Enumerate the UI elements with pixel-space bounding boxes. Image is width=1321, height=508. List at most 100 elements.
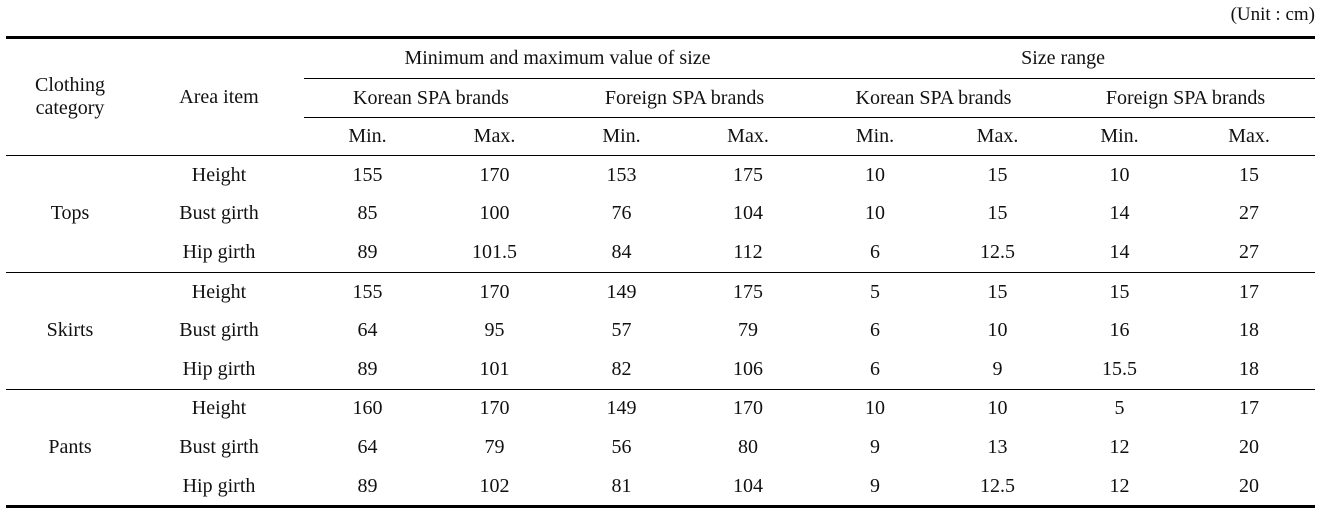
value-cell: 170 [479, 163, 510, 186]
value-cell: 89 [304, 233, 431, 273]
value-cell: 84 [558, 233, 685, 273]
value-cell: 9 [870, 435, 880, 458]
value-cell: 101 [431, 349, 558, 390]
table-row: Bust girth 64 79 56 80 9 13 12 20 [6, 428, 1315, 467]
category-cell: Tops [6, 155, 134, 273]
value-cell: 10 [987, 397, 1008, 420]
value-cell: 18 [1183, 349, 1316, 390]
value-cell: 57 [611, 319, 632, 342]
value-cell: 101.5 [431, 233, 558, 273]
area-item-cell: Bust girth [179, 202, 259, 225]
value-cell: 27 [1183, 233, 1316, 273]
value-cell: 95 [484, 319, 505, 342]
value-cell: 12.5 [980, 474, 1015, 497]
table-row: Tops Height 155 170 153 175 10 15 10 15 [6, 155, 1315, 273]
value-cell: 85 [357, 202, 378, 225]
value-cell: 153 [606, 163, 637, 186]
value-cell: 56 [611, 435, 632, 458]
value-cell: 12.5 [939, 233, 1056, 273]
table-header: Clothing category Area item Minimum and … [6, 37, 1316, 156]
value-cell: 15 [987, 280, 1008, 303]
area-item-cell: Hip girth [182, 474, 256, 497]
value-cell: 104 [733, 474, 763, 497]
area-item-cell: Height [191, 163, 247, 186]
value-cell: 80 [738, 435, 758, 458]
value-cell: 81 [611, 474, 632, 497]
value-cell: 17 [1239, 397, 1260, 420]
header-max: Max. [1183, 117, 1316, 156]
area-item-cell: Height [191, 280, 247, 303]
table-row: Hip girth 89 101.5 84 112 6 12.5 14 27 [6, 233, 1316, 273]
header-korean-minmax: Korean SPA brands [304, 78, 558, 118]
value-cell: 27 [1239, 202, 1260, 225]
header-min: Min. [1056, 117, 1183, 156]
value-cell: 15 [987, 163, 1008, 186]
header-size-range-group: Size range [811, 37, 1316, 79]
header-min: Min. [304, 117, 431, 156]
category-cell: Pants [48, 435, 92, 458]
value-cell: 10 [865, 397, 885, 420]
header-area-item: Area item [134, 37, 304, 156]
value-cell: 106 [685, 349, 811, 390]
value-cell: 170 [479, 280, 510, 303]
area-item-cell: Hip girth [134, 349, 304, 390]
value-cell: 15.5 [1056, 349, 1183, 390]
value-cell: 89 [304, 349, 431, 390]
value-cell: 175 [733, 163, 763, 186]
category-cell: Skirts [6, 272, 134, 390]
value-cell: 12 [1109, 474, 1130, 497]
value-cell: 149 [606, 280, 637, 303]
value-cell: 155 [352, 163, 383, 186]
value-cell: 15 [987, 202, 1008, 225]
value-cell: 170 [733, 397, 763, 420]
header-min-max-group: Minimum and maximum value of size [304, 37, 811, 79]
header-korean-range: Korean SPA brands [811, 78, 1056, 118]
value-cell: 10 [865, 202, 885, 225]
value-cell: 6 [870, 319, 880, 342]
header-foreign-range: Foreign SPA brands [1056, 78, 1316, 118]
value-cell: 112 [685, 233, 811, 273]
value-cell: 15 [1109, 280, 1130, 303]
value-cell: 5 [1114, 397, 1125, 420]
value-cell: 14 [1056, 233, 1183, 273]
table-row: Pants Height 160 170 149 170 10 10 5 17 [6, 389, 1315, 458]
value-cell: 64 [357, 319, 378, 342]
unit-label: (Unit : cm) [1230, 4, 1315, 25]
value-cell: 6 [811, 349, 939, 390]
value-cell: 79 [484, 435, 505, 458]
value-cell: 9 [870, 474, 880, 497]
value-cell: 15 [1239, 163, 1260, 186]
header-max: Max. [939, 117, 1056, 156]
value-cell: 17 [1239, 280, 1260, 303]
area-item-cell: Height [191, 397, 247, 420]
value-cell: 149 [606, 397, 637, 420]
header-min: Min. [558, 117, 685, 156]
value-cell: 100 [479, 202, 510, 225]
header-min: Min. [811, 117, 939, 156]
value-cell: 82 [558, 349, 685, 390]
area-item-cell: Bust girth [179, 435, 259, 458]
header-foreign-minmax: Foreign SPA brands [558, 78, 811, 118]
table-row: Hip girth 89 102 81 104 9 12.5 12 20 [6, 467, 1315, 507]
header-max: Max. [685, 117, 811, 156]
value-cell: 12 [1109, 435, 1130, 458]
area-item-cell: Bust girth [179, 319, 259, 342]
value-cell: 10 [865, 163, 885, 186]
value-cell: 20 [1239, 474, 1260, 497]
value-cell: 160 [352, 397, 383, 420]
value-cell: 20 [1239, 435, 1260, 458]
table-row: Bust girth 85 100 76 104 10 15 14 27 [6, 195, 1315, 234]
value-cell: 10 [987, 319, 1008, 342]
table-row: Bust girth 64 95 57 79 6 10 16 18 [6, 311, 1315, 350]
size-table: Clothing category Area item Minimum and … [6, 36, 1316, 508]
value-cell: 155 [352, 280, 383, 303]
value-cell: 5 [870, 280, 880, 303]
value-cell: 64 [357, 435, 378, 458]
value-cell: 102 [479, 474, 510, 497]
value-cell: 14 [1109, 202, 1130, 225]
value-cell: 10 [1109, 163, 1130, 186]
area-item-cell: Hip girth [134, 233, 304, 273]
value-cell: 104 [733, 202, 763, 225]
value-cell: 175 [733, 280, 763, 303]
table-row: Skirts Height 155 170 149 175 5 15 15 17 [6, 272, 1315, 390]
